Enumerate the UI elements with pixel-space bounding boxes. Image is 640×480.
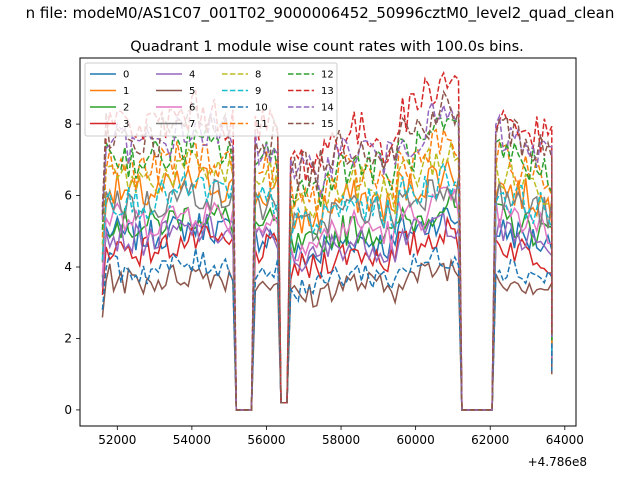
y-tick-label: 8 bbox=[64, 117, 72, 131]
x-tick-label: 64000 bbox=[546, 433, 584, 447]
legend-label-11: 11 bbox=[255, 119, 268, 130]
legend-label-5: 5 bbox=[189, 86, 195, 97]
series-line-6 bbox=[101, 186, 553, 411]
x-tick-label: 54000 bbox=[173, 433, 211, 447]
legend-label-8: 8 bbox=[255, 70, 261, 81]
legend-label-7: 7 bbox=[189, 119, 195, 130]
series-line-3 bbox=[101, 215, 553, 411]
series-line-5 bbox=[101, 257, 553, 411]
legend-label-9: 9 bbox=[255, 86, 261, 97]
series-line-4 bbox=[101, 212, 553, 411]
legend-label-0: 0 bbox=[123, 70, 129, 81]
legend-label-14: 14 bbox=[321, 103, 334, 114]
x-tick-label: 60000 bbox=[397, 433, 435, 447]
legend-label-3: 3 bbox=[123, 119, 129, 130]
y-tick-label: 2 bbox=[64, 331, 72, 345]
legend-label-12: 12 bbox=[321, 70, 334, 81]
legend-label-15: 15 bbox=[321, 119, 334, 130]
x-tick-label: 62000 bbox=[471, 433, 509, 447]
x-tick-label: 52000 bbox=[98, 433, 136, 447]
chart-suptitle: n file: modeM0/AS1C07_001T02_9000006452_… bbox=[26, 4, 615, 23]
x-tick-label: 56000 bbox=[247, 433, 285, 447]
series-line-9 bbox=[101, 161, 553, 411]
legend-label-1: 1 bbox=[123, 86, 129, 97]
legend-label-6: 6 bbox=[189, 103, 195, 114]
series-line-13 bbox=[101, 70, 553, 411]
chart-title: Quadrant 1 module wise count rates with … bbox=[130, 39, 524, 55]
axes-frame bbox=[79, 57, 577, 427]
x-tick-label: 58000 bbox=[322, 433, 360, 447]
series-line-11 bbox=[101, 128, 553, 411]
legend-label-13: 13 bbox=[321, 86, 334, 97]
legend-label-2: 2 bbox=[123, 103, 129, 114]
x-offset-label: +4.786e8 bbox=[528, 455, 587, 469]
legend-label-10: 10 bbox=[255, 103, 268, 114]
plot-area: 52000 54000 56000 58000 60000 62000 64000 0 2 4 6 8… bbox=[64, 57, 584, 447]
legend-box bbox=[84, 62, 338, 137]
y-tick-label: 4 bbox=[64, 260, 72, 274]
y-tick-label: 6 bbox=[64, 189, 72, 203]
legend-label-4: 4 bbox=[189, 70, 195, 81]
y-tick-label: 0 bbox=[64, 403, 72, 417]
